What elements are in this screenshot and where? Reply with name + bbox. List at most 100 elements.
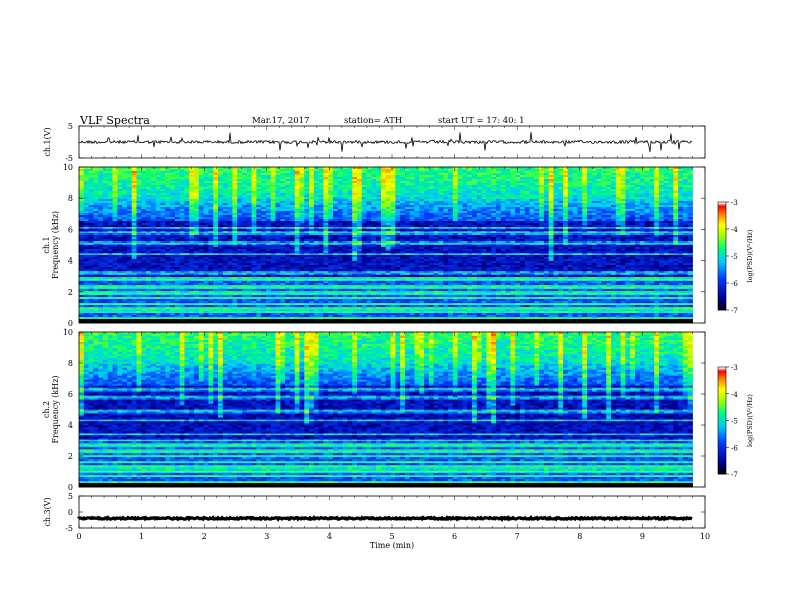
spectrogram-cell: [462, 177, 468, 180]
spectrogram-cell: [658, 189, 665, 192]
spectrogram-cell: [380, 171, 387, 174]
spectrogram-cell: [256, 167, 262, 170]
spectrogram-cell: [184, 173, 190, 176]
spectrogram-cell: [261, 179, 267, 182]
spectrogram-cell: [376, 177, 382, 180]
spectrogram-cell: [409, 167, 415, 170]
spectrogram-cell: [539, 193, 545, 196]
spectrogram-cell: [577, 177, 583, 180]
spectrogram-cell: [107, 181, 113, 184]
spectrogram-cell: [299, 189, 305, 192]
spectrogram-cell: [304, 195, 310, 198]
spectrogram-cell: [352, 177, 358, 180]
spectrogram-cell: [668, 193, 674, 196]
spectrogram-cell: [261, 173, 267, 176]
spectrogram-cell: [543, 169, 550, 172]
spectrogram-cell: [83, 179, 89, 182]
spectrogram-cell: [126, 175, 133, 178]
spectrogram-cell: [404, 183, 411, 186]
spectrogram-cell: [443, 179, 449, 182]
spectrogram-cell: [400, 171, 406, 174]
spectrogram-cell: [371, 171, 377, 174]
spectrogram-cell: [304, 179, 310, 182]
spectrogram-cell: [673, 193, 679, 196]
spectrogram-cell: [213, 195, 219, 198]
spectrogram-cell: [620, 179, 626, 182]
spectrogram-cell: [400, 197, 406, 200]
spectrogram-cell: [117, 175, 123, 178]
spectrogram-cell: [591, 167, 598, 170]
spectrogram-cell: [227, 181, 233, 184]
spectrogram-cell: [165, 191, 171, 194]
spectrogram-cell: [572, 179, 578, 182]
spectrogram-cell: [165, 181, 171, 184]
spectrogram-cell: [170, 191, 176, 194]
spectrogram-cell: [553, 183, 559, 186]
spectrogram-cell: [102, 181, 109, 184]
spectrogram-cell: [668, 189, 674, 192]
spectrogram-cell: [611, 171, 617, 174]
spectrogram-cell: [280, 187, 286, 190]
spectrogram-cell: [285, 185, 291, 188]
spectrogram-cell: [654, 181, 660, 184]
spectrogram-cell: [352, 195, 358, 198]
spectrogram-cell: [246, 179, 252, 182]
spectrogram-cell: [237, 175, 243, 178]
spectrogram-cell: [678, 185, 684, 188]
spectrogram-cell: [481, 175, 487, 178]
spectrogram-cell: [117, 191, 123, 194]
spectrogram-cell: [682, 169, 689, 172]
spectrogram-cell: [265, 191, 272, 194]
spectrogram-cell: [93, 173, 99, 176]
spectrogram-cell: [424, 189, 430, 192]
spectrogram-cell: [534, 185, 540, 188]
spectrogram-cell: [323, 187, 329, 190]
spectrogram-cell: [668, 191, 674, 194]
spectrogram-cell: [347, 181, 353, 184]
spectrogram-cell: [519, 173, 526, 176]
spectrogram-cell: [524, 191, 530, 194]
spectrogram-cell: [625, 173, 631, 176]
spectrogram-cell: [678, 193, 684, 196]
spectrogram-cell: [539, 167, 545, 170]
spectrogram-cell: [515, 181, 521, 184]
spectrogram-cell: [88, 197, 94, 200]
spectrogram-cell: [112, 177, 118, 180]
spectrogram-cell: [323, 191, 329, 194]
spectrogram-cell: [678, 191, 684, 194]
spectrogram-cell: [606, 191, 612, 194]
spectrogram-cell: [146, 189, 152, 192]
spectrogram-cell: [256, 175, 262, 178]
spectrogram-cell: [472, 181, 478, 184]
spectrogram-cell: [658, 193, 665, 196]
spectrogram-cell: [275, 179, 281, 182]
spectrogram-cell: [577, 185, 583, 188]
spectrogram-cell: [361, 173, 367, 176]
spectrogram-cell: [328, 185, 334, 188]
spectrogram-cell: [265, 181, 272, 184]
spectrogram-cell: [548, 187, 554, 190]
spectrogram-cell: [625, 177, 631, 180]
spectrogram-cell: [543, 173, 550, 176]
spectrogram-cell: [390, 187, 396, 190]
spectrogram-cell: [150, 195, 157, 198]
spectrogram-cell: [88, 193, 94, 196]
spectrogram-cell: [529, 185, 535, 188]
spectrogram-cell: [251, 183, 257, 186]
spectrogram-cell: [328, 177, 334, 180]
spectrogram-cell: [505, 173, 511, 176]
spectrogram-cell: [443, 175, 449, 178]
spectrogram-cell: [380, 191, 387, 194]
spectrogram-cell: [673, 171, 679, 174]
spectrogram-cell: [102, 191, 109, 194]
spectrogram-cell: [203, 191, 209, 194]
spectrogram-cell: [304, 171, 310, 174]
spectrogram-cell: [438, 195, 444, 198]
spectrogram-cell: [261, 195, 267, 198]
spectrogram-cell: [515, 177, 521, 180]
spectrogram-cell: [476, 183, 482, 186]
spectrogram-cell: [366, 187, 372, 190]
spectrogram-cell: [289, 195, 296, 198]
spectrogram-cell: [222, 189, 228, 192]
spectrogram-cell: [428, 189, 435, 192]
